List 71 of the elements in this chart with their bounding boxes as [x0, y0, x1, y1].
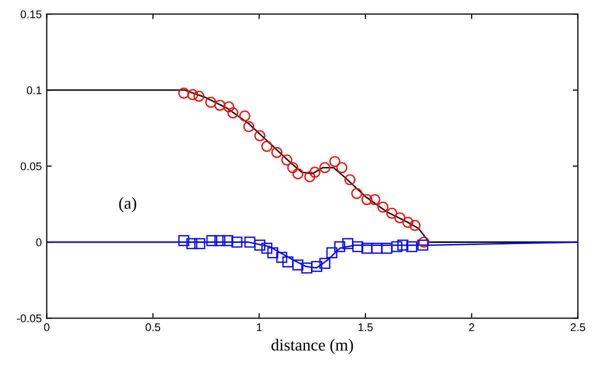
point — [243, 121, 254, 132]
point — [352, 241, 364, 252]
point — [178, 235, 190, 246]
point — [194, 238, 206, 250]
point — [276, 252, 288, 263]
x-tick-label: 2.5 — [570, 323, 586, 332]
x-tick-label: 0 — [44, 323, 50, 332]
point — [214, 100, 226, 111]
point — [304, 171, 316, 182]
point — [186, 238, 198, 250]
point — [239, 110, 250, 122]
point — [397, 240, 408, 251]
point — [386, 208, 398, 219]
y-tick-label: 0.1 — [26, 86, 42, 94]
point — [344, 174, 356, 186]
point — [391, 241, 402, 252]
point — [206, 235, 218, 246]
point — [254, 130, 266, 142]
point — [371, 242, 382, 254]
point — [178, 88, 190, 99]
point — [244, 236, 256, 248]
point — [309, 166, 320, 178]
point — [205, 96, 216, 108]
point — [292, 259, 304, 270]
point — [187, 89, 198, 100]
x-tick-label: 1.5 — [358, 323, 373, 332]
point — [406, 241, 418, 252]
y-tick-label: 0.05 — [20, 162, 42, 170]
point — [361, 194, 372, 206]
point — [231, 236, 242, 248]
y-tick-label: 0 — [36, 238, 42, 246]
point — [214, 235, 226, 246]
point — [351, 188, 362, 199]
point — [342, 238, 354, 250]
point — [326, 247, 338, 258]
point — [301, 262, 312, 274]
x-axis-title: distance (m) — [271, 338, 353, 354]
point — [292, 168, 304, 180]
point — [377, 202, 388, 213]
annotation: (a) — [119, 197, 136, 212]
point — [254, 240, 266, 251]
point — [261, 140, 272, 152]
point — [381, 242, 392, 254]
point — [287, 162, 298, 174]
point — [418, 236, 430, 248]
x-tick-label: 0.5 — [146, 323, 160, 332]
point — [417, 240, 428, 251]
x-tick-label: 2 — [469, 323, 474, 332]
point — [402, 216, 414, 228]
point — [319, 258, 330, 269]
point — [319, 162, 330, 174]
point — [336, 162, 348, 174]
point — [369, 194, 380, 206]
point — [222, 235, 234, 246]
point — [361, 242, 372, 254]
point — [267, 247, 278, 258]
point — [329, 156, 340, 168]
point — [282, 256, 294, 268]
point — [271, 146, 282, 158]
y-tick-label: 0.15 — [20, 10, 42, 18]
x-tick-label: 1 — [256, 323, 262, 332]
point — [334, 241, 346, 252]
point — [223, 101, 234, 112]
point — [394, 212, 406, 224]
point — [261, 242, 272, 254]
point — [409, 220, 420, 231]
point — [311, 260, 322, 272]
point — [281, 154, 292, 166]
point — [193, 90, 204, 102]
y-tick-label: -0.05 — [17, 314, 42, 322]
point — [227, 107, 238, 118]
